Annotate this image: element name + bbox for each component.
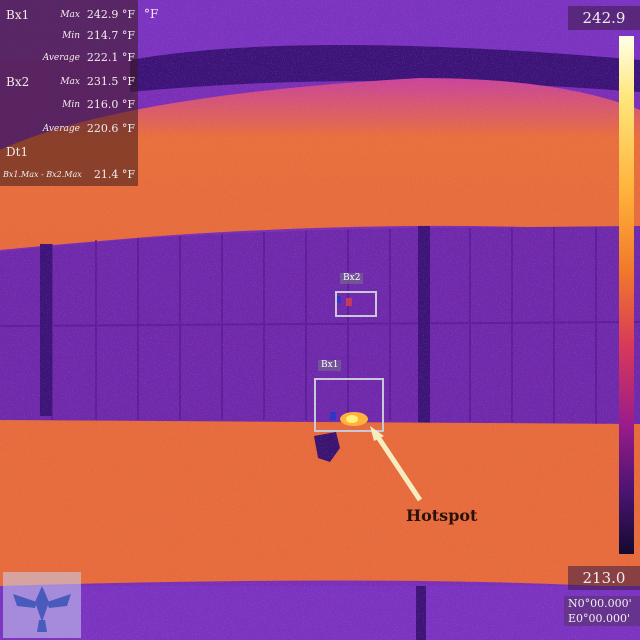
box1-max-value: 242.9 °F: [86, 8, 135, 21]
hotspot-arrow: [373, 432, 423, 502]
hotspot-arrowhead: [370, 426, 384, 441]
hotspot-label: Hotspot: [406, 506, 478, 525]
box2-min-label: Min: [62, 100, 80, 110]
box2-avg-value: 220.6 °F: [86, 122, 135, 135]
box2-min-value: 216.0 °F: [86, 98, 135, 111]
box2-max-label: Max: [60, 77, 80, 87]
delta-name: Dt1: [6, 145, 29, 159]
box1-min-label: Min: [62, 31, 80, 41]
box1-min-value: 214.7 °F: [86, 29, 135, 42]
longitude: E0°00.000': [568, 612, 631, 625]
box1-outline[interactable]: [314, 378, 384, 432]
box1-name: Bx1: [6, 8, 30, 22]
box2-avg-label: Average: [42, 124, 80, 134]
color-scale-bar: [619, 36, 634, 554]
box1-avg-label: Average: [42, 53, 80, 63]
box1-avg-value: 222.1 °F: [86, 51, 135, 64]
delta-value: 21.4 °F: [93, 168, 135, 181]
box1-tag: Bx1: [318, 360, 342, 371]
box2-outline[interactable]: [335, 291, 377, 317]
temperature-unit: °F: [144, 7, 159, 21]
delta-label: Bx1.Max - Bx2.Max: [3, 170, 82, 179]
box2-name: Bx2: [6, 75, 30, 89]
box2-max-value: 231.5 °F: [86, 75, 135, 88]
scale-min-value: 213.0: [568, 566, 640, 590]
gps-coordinates: N0°00.000' E0°00.000': [564, 596, 640, 626]
drone-logo-icon: [3, 572, 81, 638]
scale-max-value: 242.9: [568, 6, 640, 30]
box1-max-label: Max: [60, 10, 80, 20]
measurement-panel: Bx1 Max 242.9 °F Min 214.7 °F Average 22…: [0, 0, 138, 186]
latitude: N0°00.000': [568, 597, 632, 610]
box2-tag: Bx2: [340, 273, 364, 284]
